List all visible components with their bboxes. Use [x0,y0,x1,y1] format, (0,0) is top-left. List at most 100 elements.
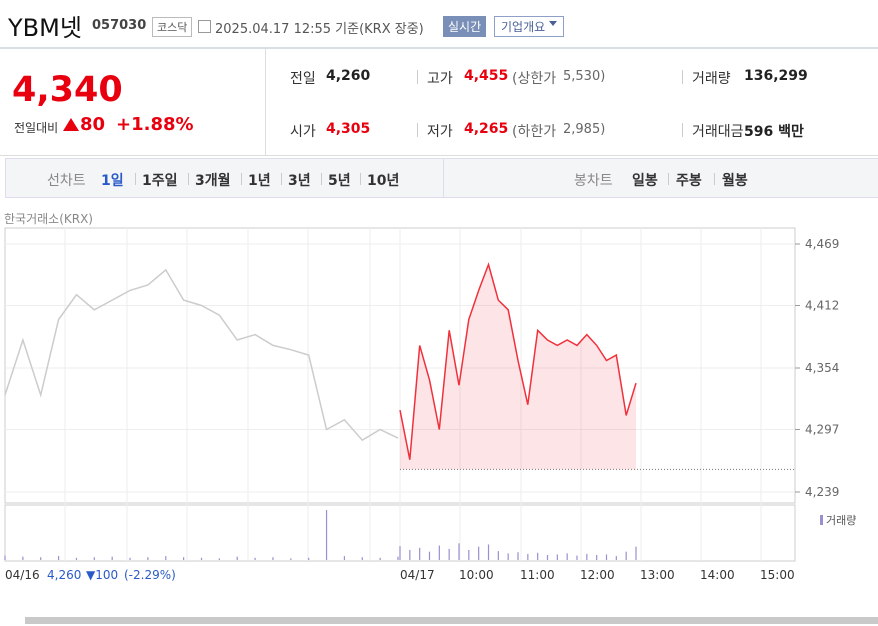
x-tick-label: 15:00 [760,568,795,582]
volume-bar [458,543,460,560]
area-fill [400,264,636,470]
tab-divider [443,159,444,197]
volume-bar [218,558,220,560]
candle-tab[interactable]: 일봉 [632,173,658,189]
realtime-button[interactable]: 실시간 [443,16,487,37]
stat-value: 4,455 [464,68,509,84]
volume-bar [507,553,509,560]
volume-legend-swatch [820,515,823,525]
x-tick-label: 04/17 [400,568,435,582]
candle-tab[interactable]: 주봉 [676,173,702,189]
datetime: 2025.04.17 12:55 기준(KRX 장중) [215,22,424,37]
volume-bar [448,548,450,560]
volume-bar [343,556,346,560]
stat-value: 4,265 [464,121,509,137]
stat-label: 거래량 [692,71,731,87]
volume-bar [236,556,238,560]
dropdown-arrow [549,21,557,30]
volume-bar [254,557,256,560]
tab-separator [668,173,669,185]
summary-change: ▼100 [86,568,118,582]
volume-bar [165,556,167,560]
volume-bar [566,553,568,560]
period-tab[interactable]: 5년 [328,173,351,189]
tab-bar [5,158,878,198]
volume-bar [537,552,539,560]
volume-bar [4,555,6,560]
change-rate: +1.88% [116,114,194,135]
tab-label: 선차트 [47,173,86,189]
volume-bar [399,546,401,560]
company-button[interactable]: 기업개요 [494,16,565,37]
volume-bar [596,555,598,560]
period-tab[interactable]: 3개월 [195,173,231,189]
volume-bar [129,557,131,560]
scrollbar [25,617,878,624]
tab-separator [714,173,715,185]
volume-bar [111,556,113,560]
x-tick-label: 10:00 [459,568,494,582]
stat-label: 고가 [427,71,453,87]
volume-bar [517,552,519,560]
price-box [0,49,266,156]
stat-sub-label: (하한가 [512,124,557,140]
y-tick-label: 4,354 [805,361,839,375]
period-tab[interactable]: 3년 [288,173,311,189]
stat-value: 4,260 [326,68,371,84]
period-tab[interactable]: 1일 [101,173,124,189]
volume-bar [586,553,588,560]
stat-label: 시가 [290,124,316,140]
stat-separator [417,70,418,84]
stock-code: 057030 [92,18,147,33]
tab-separator [135,173,136,185]
volume-bar [200,557,203,560]
volume-bar [419,547,421,560]
change-value: 80 [80,114,106,135]
x-tick-label: 13:00 [640,568,675,582]
period-tab[interactable]: 10년 [367,173,400,189]
volume-bar [556,554,558,560]
stock-name: YBM넷 [8,14,82,42]
volume-bar [576,555,578,560]
volume-bar [615,556,617,560]
tab-separator [241,173,242,185]
volume-bar [147,557,149,560]
calendar-icon [198,20,211,33]
volume-bar [22,556,24,560]
volume-legend: 거래량 [826,514,856,527]
stat-separator [682,123,683,137]
period-tab[interactable]: 1주일 [142,173,178,189]
volume-bar [546,555,549,560]
volume-bar [605,554,608,560]
price-line [399,262,637,460]
volume-bar [497,551,499,560]
volume-bar [290,558,292,560]
stat-label: 저가 [427,124,453,140]
volume-bar [468,550,470,560]
y-tick-label: 4,239 [805,485,839,499]
volume-bar [93,557,95,560]
stat-label: 전일 [290,71,316,87]
y-tick-label: 4,469 [805,237,839,251]
price-line [4,268,399,442]
chart-source: 한국거래소(KRX) [4,212,93,226]
change-label: 전일대비 [14,121,59,135]
header [0,0,878,49]
stat-sub-value: 5,530) [563,69,606,84]
volume-bar [379,557,381,560]
volume-bar [308,557,310,560]
y-tick-label: 4,297 [805,422,839,436]
volume-bar [272,557,274,560]
candle-tab[interactable]: 월봉 [722,173,748,189]
current-price: 4,340 [12,70,123,110]
volume-bar [478,546,480,560]
summary-close: 4,260 [47,568,81,582]
period-tab[interactable]: 1년 [248,173,271,189]
stat-value: 136,299 [744,68,808,84]
stat-label: 거래대금 [692,124,744,140]
x-tick-label: 11:00 [520,568,555,582]
tab-separator [281,173,282,185]
market-badge: 코스닥 [152,17,193,37]
